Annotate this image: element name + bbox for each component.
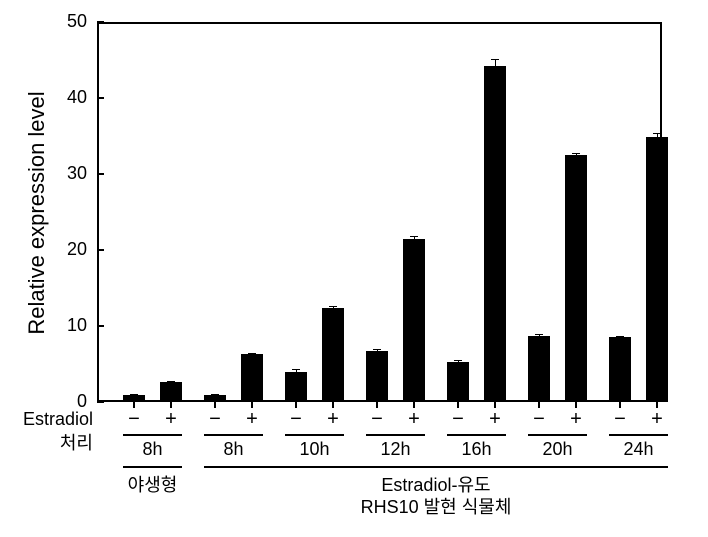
time-group-label: 24h [609, 439, 668, 460]
bar [241, 354, 263, 402]
time-group-line [285, 434, 344, 436]
treatment-symbol: − [610, 408, 630, 431]
estradiol-row-label: Estradiol [8, 409, 93, 430]
bar [285, 372, 307, 402]
error-cap [211, 396, 219, 397]
error-cap [211, 394, 219, 395]
error-cap [572, 157, 580, 158]
error-cap [572, 153, 580, 154]
section-sublabel: RHS10 발현 식물체 [204, 493, 668, 519]
treatment-symbol: + [404, 408, 424, 431]
y-tick [97, 21, 104, 23]
bar [322, 308, 344, 402]
treatment-symbol: + [242, 408, 262, 431]
treatment-symbol: + [323, 408, 343, 431]
y-tick [97, 401, 104, 403]
time-group-line [447, 434, 506, 436]
bar [160, 382, 182, 402]
error-cap [491, 73, 499, 74]
treatment-symbol: − [286, 408, 306, 431]
y-tick-label: 20 [52, 239, 87, 260]
time-group-label: 12h [366, 439, 425, 460]
y-tick-label: 50 [52, 11, 87, 32]
error-cap [130, 396, 138, 397]
y-tick [97, 97, 104, 99]
bar-chart: Relative expression level 01020304050 −+… [0, 0, 708, 537]
treatment-symbol: + [566, 408, 586, 431]
treatment-row-label: 처리 [8, 429, 93, 455]
error-cap [248, 353, 256, 354]
bar [646, 137, 668, 402]
section-label: 야생형 [123, 471, 182, 497]
y-tick-label: 40 [52, 87, 87, 108]
error-cap [410, 242, 418, 243]
treatment-symbol: + [647, 408, 667, 431]
time-group-label: 8h [123, 439, 182, 460]
error-cap [616, 336, 624, 337]
error-cap [653, 141, 661, 142]
treatment-symbol: − [367, 408, 387, 431]
treatment-symbol: − [448, 408, 468, 431]
bar [609, 337, 631, 402]
treatment-symbol: + [161, 408, 181, 431]
y-tick-label: 10 [52, 315, 87, 336]
error-cap [130, 394, 138, 395]
time-group-line [366, 434, 425, 436]
time-group-line [609, 434, 668, 436]
y-tick [97, 325, 104, 327]
error-cap [410, 236, 418, 237]
treatment-symbol: − [529, 408, 549, 431]
section-line [204, 466, 668, 468]
treatment-symbol: − [205, 408, 225, 431]
error-cap [491, 59, 499, 60]
section-line [123, 466, 182, 468]
bar [565, 155, 587, 402]
error-cap [167, 384, 175, 385]
error-cap [454, 360, 462, 361]
error-cap [535, 334, 543, 335]
error-cap [167, 381, 175, 382]
y-tick [97, 249, 104, 251]
treatment-symbol: + [485, 408, 505, 431]
error-cap [292, 369, 300, 370]
bar [366, 351, 388, 402]
y-tick [97, 173, 104, 175]
time-group-label: 16h [447, 439, 506, 460]
y-tick-label: 30 [52, 163, 87, 184]
treatment-symbol: − [124, 408, 144, 431]
bar [447, 362, 469, 402]
error-cap [292, 374, 300, 375]
time-group-line [528, 434, 587, 436]
time-group-label: 8h [204, 439, 263, 460]
error-cap [535, 337, 543, 338]
bar [528, 336, 550, 402]
time-group-label: 20h [528, 439, 587, 460]
error-cap [329, 309, 337, 310]
error-cap [653, 133, 661, 134]
bar [484, 66, 506, 402]
error-bar [495, 59, 496, 73]
time-group-line [123, 434, 182, 436]
time-group-label: 10h [285, 439, 344, 460]
error-cap [248, 356, 256, 357]
error-cap [454, 363, 462, 364]
bar [403, 239, 425, 402]
error-cap [616, 339, 624, 340]
error-cap [373, 353, 381, 354]
y-axis-label: Relative expression level [24, 83, 50, 343]
time-group-line [204, 434, 263, 436]
error-cap [329, 306, 337, 307]
error-cap [373, 349, 381, 350]
error-bar [657, 133, 658, 141]
